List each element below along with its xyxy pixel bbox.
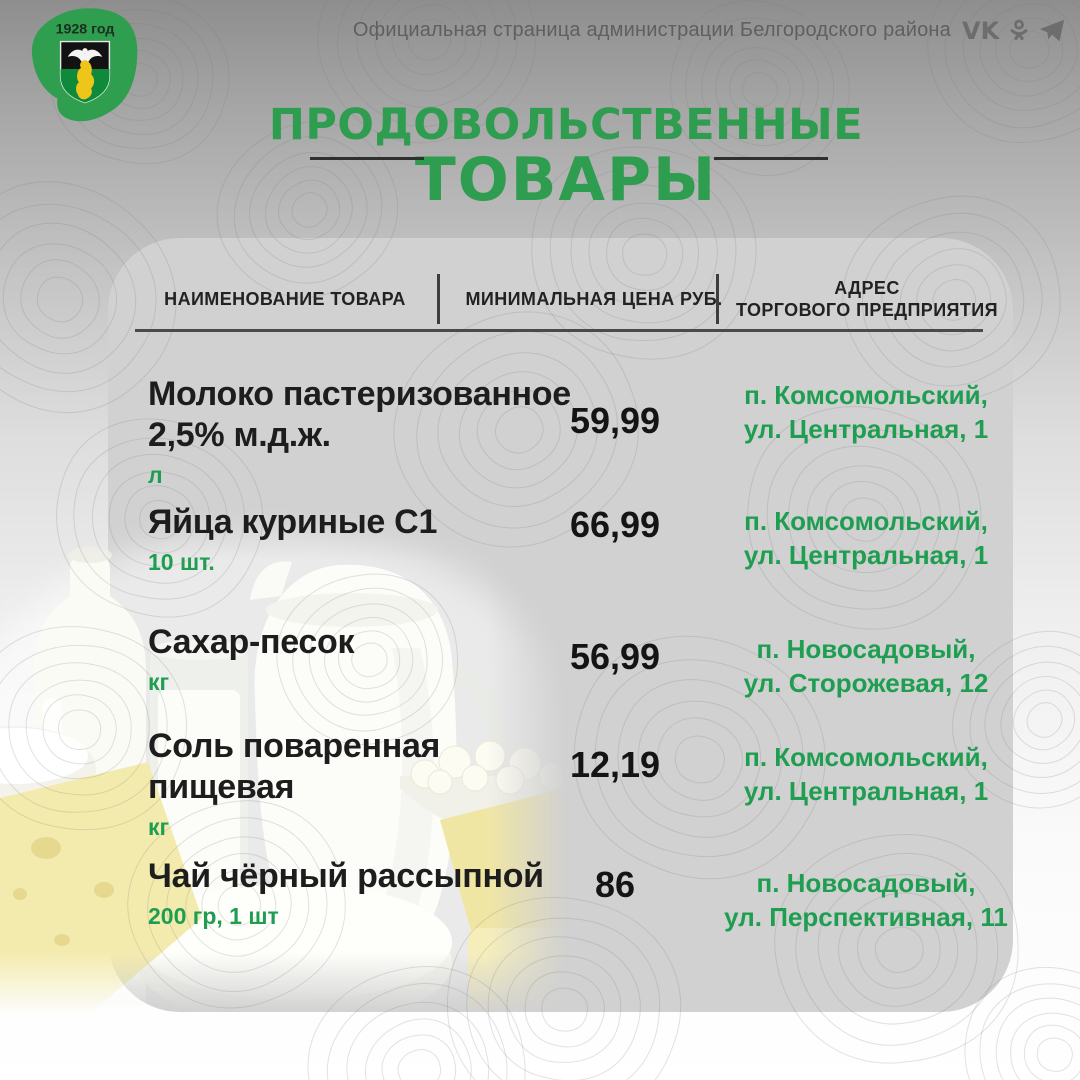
product-name-line: Яйца куриные С1	[148, 503, 438, 541]
store-address-line: п. Комсомольский,	[744, 742, 988, 772]
product-name: Молоко пастеризованное 2,5% м.д.ж. л	[148, 374, 593, 489]
store-address: п. Новосадовый, ул. Перспективная, 11	[716, 866, 1016, 934]
product-name: Сахар-песок кг	[148, 622, 593, 696]
store-address: п. Комсомольский, ул. Центральная, 1	[716, 378, 1016, 446]
product-name-line: 2,5% м.д.ж.	[148, 416, 331, 454]
store-address-line: ул. Центральная, 1	[743, 776, 989, 806]
product-unit: кг	[148, 814, 170, 840]
product-name-line: пищевая	[148, 768, 295, 806]
store-address-line: ул. Центральная, 1	[743, 414, 989, 444]
store-address-line: п. Новосадовый,	[756, 634, 976, 664]
product-name: Чай чёрный рассыпной 200 гр, 1 шт	[148, 856, 593, 930]
title-underline-right	[714, 157, 828, 160]
product-price: 59,99	[569, 400, 661, 441]
product-price: 86	[594, 864, 636, 905]
store-address: п. Новосадовый, ул. Сторожевая, 12	[716, 632, 1016, 700]
store-address-line: ул. Центральная, 1	[743, 540, 989, 570]
telegram-icon[interactable]	[1038, 16, 1066, 44]
vk-icon[interactable]: VK	[962, 17, 1000, 43]
store-address-line: ул. Сторожевая, 12	[743, 668, 989, 698]
product-price: 66,99	[569, 504, 661, 545]
product-unit: 10 шт.	[148, 549, 215, 575]
product-unit: л	[148, 462, 163, 488]
page-title-line1: ПРОДОВОЛЬСТВЕННЫЕ	[268, 100, 864, 150]
product-name-line: Соль поваренная	[148, 727, 441, 765]
store-address-line: ул. Перспективная, 11	[724, 902, 1008, 932]
svg-text:VK: VK	[962, 17, 1000, 43]
store-address-line: п. Комсомольский,	[744, 506, 988, 536]
store-address-line: п. Новосадовый,	[756, 868, 976, 898]
store-address: п. Комсомольский, ул. Центральная, 1	[716, 740, 1016, 808]
product-unit: кг	[148, 669, 170, 695]
product-name: Соль поваренная пищевая кг	[148, 726, 593, 841]
page-title: ПРОДОВОЛЬСТВЕННЫЕ ТОВАРЫ	[26, 100, 1080, 215]
store-address: п. Комсомольский, ул. Центральная, 1	[716, 504, 1016, 572]
title-underline-left	[310, 157, 424, 160]
header-bar: Официальная страница администрации Белго…	[353, 16, 1066, 44]
product-price: 56,99	[569, 636, 661, 677]
product-name-line: Чай чёрный рассыпной	[148, 857, 544, 895]
social-icons: VK	[962, 16, 1066, 44]
product-name: Яйца куриные С1 10 шт.	[148, 502, 593, 576]
emblem-shield	[59, 40, 111, 104]
emblem-year: 1928 год	[56, 21, 115, 37]
store-address-line: п. Комсомольский,	[744, 380, 988, 410]
product-name-line: Сахар-песок	[148, 623, 355, 661]
product-price: 12,19	[569, 744, 661, 785]
product-name-line: Молоко пастеризованное	[148, 375, 571, 413]
page-title-line2: ТОВАРЫ	[414, 145, 718, 215]
header-text: Официальная страница администрации Белго…	[352, 18, 951, 41]
ok-icon[interactable]	[1009, 16, 1029, 44]
product-unit: 200 гр, 1 шт	[148, 903, 279, 929]
